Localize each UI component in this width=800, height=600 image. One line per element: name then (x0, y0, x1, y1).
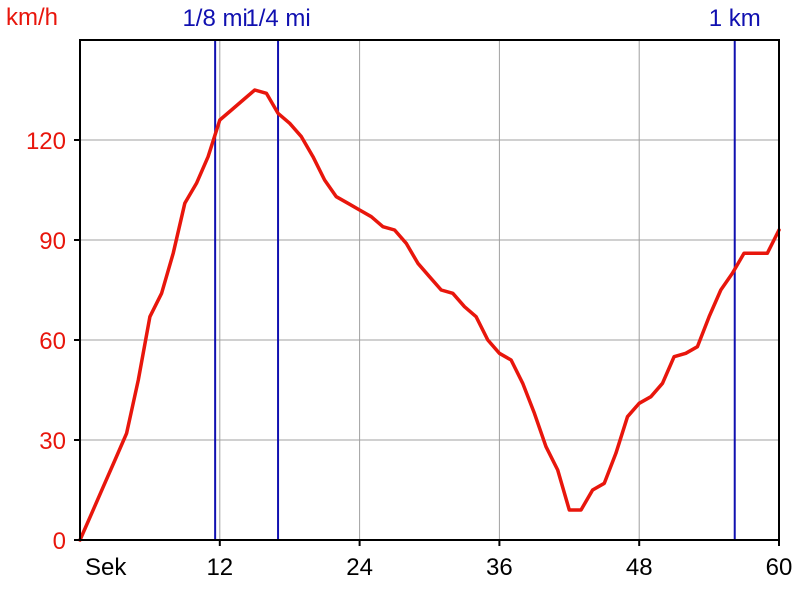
y-axis-label: km/h (6, 4, 58, 31)
y-tick-label: 0 (53, 528, 66, 555)
grid (80, 40, 780, 541)
y-tick-label: 120 (26, 128, 66, 155)
y-tick-label: 60 (39, 328, 66, 355)
marker-label: 1/4 mi (245, 5, 310, 32)
x-tick-label: 48 (626, 554, 653, 581)
x-tick-labels: 12 24 36 48 60 (206, 540, 792, 581)
plot-frame (79, 39, 780, 541)
y-tick-label: 30 (39, 428, 66, 455)
marker-label: 1/8 mi (182, 5, 247, 32)
x-tick-label: 36 (486, 554, 513, 581)
y-tick-labels: 0 30 60 90 120 (26, 128, 80, 555)
speed-line-layer (78, 88, 781, 542)
distance-markers: 1/8 mi1/4 mi 1 km (182, 5, 761, 540)
speed-series-line (78, 88, 781, 542)
x-tick-label: 12 (206, 554, 233, 581)
marker-label: 1 km (709, 5, 761, 32)
y-tick-label: 90 (39, 228, 66, 255)
x-tick-label: 24 (346, 554, 373, 581)
x-tick-label: 60 (766, 554, 793, 581)
x-axis-label: Sek (85, 554, 127, 581)
